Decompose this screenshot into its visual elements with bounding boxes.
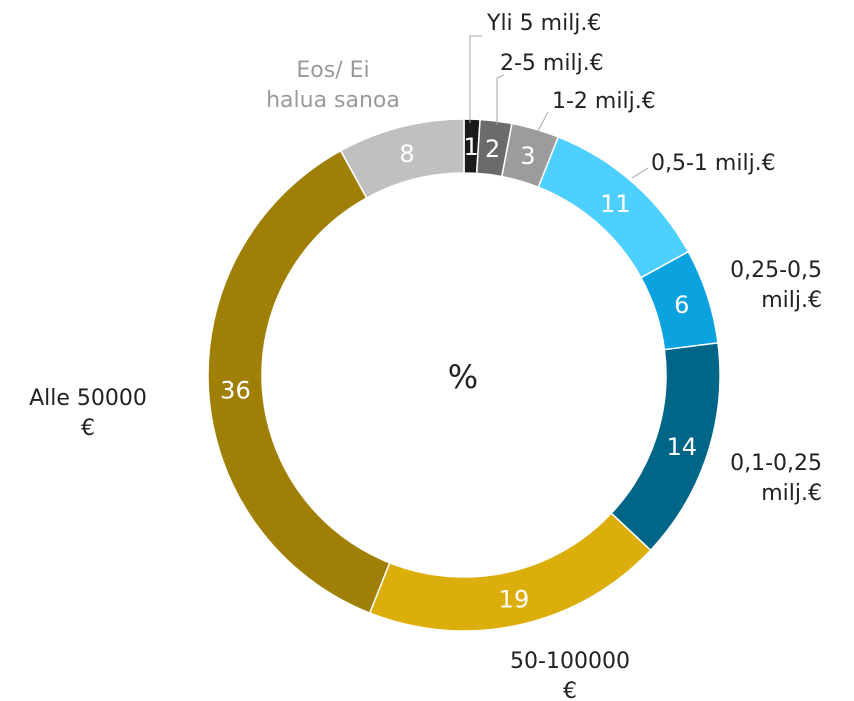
- category-label-7: Alle 50000 €: [29, 386, 147, 441]
- category-label-line: milj.€: [761, 481, 822, 506]
- value-label-2: 3: [520, 142, 535, 170]
- category-label-5: 0,1-0,25 milj.€: [730, 451, 822, 506]
- category-label-line: 1-2 milj.€: [552, 89, 656, 114]
- value-label-6: 19: [499, 585, 530, 613]
- value-labels: 1 2 3 11 6 14 19 36 8: [220, 133, 697, 613]
- leader-line-3: [631, 167, 649, 179]
- category-label-line: 0,1-0,25: [730, 451, 822, 476]
- category-label-line: 0,5-1 milj.€: [651, 151, 776, 176]
- category-label-2: 1-2 milj.€: [552, 89, 656, 114]
- center-label: %: [448, 358, 478, 396]
- donut-slices: [207, 118, 721, 632]
- slice-7: [207, 149, 391, 614]
- value-label-8: 8: [399, 140, 414, 168]
- value-label-1: 2: [485, 135, 500, 163]
- value-label-5: 14: [667, 433, 698, 461]
- category-label-line: Yli 5 milj.€: [486, 11, 601, 36]
- value-label-3: 11: [600, 190, 631, 218]
- category-label-8: Eos/ Ei halua sanoa: [266, 58, 400, 113]
- slice-8: [339, 118, 465, 200]
- leader-line-1: [496, 74, 505, 125]
- category-label-3: 0,5-1 milj.€: [651, 151, 776, 176]
- category-label-1: 2-5 milj.€: [500, 51, 604, 76]
- category-label-line: 50-100000: [510, 649, 630, 674]
- category-label-line: milj.€: [761, 288, 822, 313]
- value-label-7: 36: [220, 376, 251, 404]
- category-label-line: 2-5 milj.€: [500, 51, 604, 76]
- category-label-line: 0,25-0,5: [730, 258, 822, 283]
- value-label-0: 1: [464, 133, 479, 161]
- value-label-4: 6: [674, 291, 689, 319]
- leader-line-2: [537, 111, 549, 132]
- category-label-line: halua sanoa: [266, 88, 400, 113]
- leader-line-0: [469, 35, 482, 123]
- leader-lines: [469, 35, 649, 179]
- category-labels: Yli 5 milj.€ 2-5 milj.€ 1-2 milj.€ 0,5-1 mi…: [29, 11, 822, 701]
- category-label-6: 50-100000 €: [510, 649, 630, 701]
- category-label-4: 0,25-0,5 milj.€: [730, 258, 822, 313]
- category-label-line: €: [81, 416, 95, 441]
- category-label-line: Eos/ Ei: [296, 58, 369, 83]
- category-label-line: €: [563, 679, 577, 701]
- category-label-0: Yli 5 milj.€: [486, 11, 601, 36]
- category-label-line: Alle 50000: [29, 386, 147, 411]
